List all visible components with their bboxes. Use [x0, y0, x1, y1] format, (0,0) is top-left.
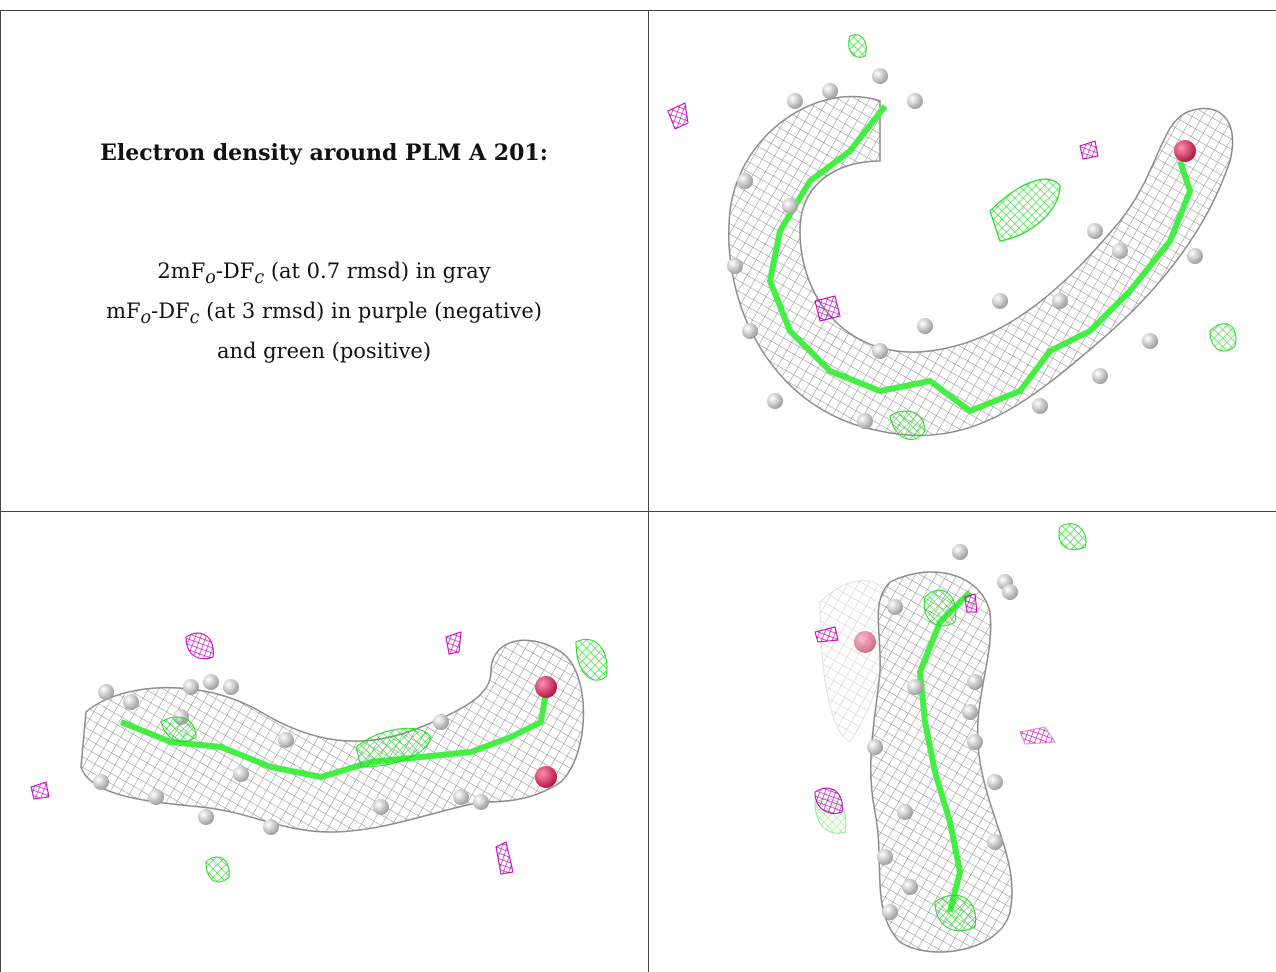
view-bottom-left: [1, 512, 648, 972]
difference-mesh-green: [160, 639, 608, 883]
caption-title: Electron density around PLM A 201:: [100, 140, 548, 166]
oxygen-atom: [854, 631, 876, 653]
oxygen-atom: [1174, 140, 1196, 162]
density-mesh-gray-faint: [819, 580, 891, 743]
view-top-right: [650, 11, 1276, 511]
ligand-skeleton: [767, 104, 1193, 414]
view-bottom-right: [650, 512, 1276, 972]
caption-cell: Electron density around PLM A 201: 2mFo-…: [0, 10, 648, 520]
rule-top: [0, 10, 1276, 11]
legend-line-positive: and green (positive): [216, 339, 432, 364]
difference-mesh-purple: [30, 631, 514, 875]
molecule-view-bottom-right: [814, 523, 1087, 953]
rule-middle: [0, 511, 1276, 512]
oxygen-atom: [535, 676, 557, 698]
molecule-view-top-right: [667, 34, 1237, 440]
density-mesh-gray: [869, 571, 1013, 953]
rule-center: [648, 10, 649, 972]
difference-mesh-purple: [667, 102, 1099, 322]
difference-mesh-green: [848, 34, 1237, 440]
density-mesh-gray: [728, 95, 1234, 437]
difference-mesh-purple: [814, 593, 1056, 815]
rule-left: [0, 10, 1, 972]
density-mesh-gray: [80, 639, 585, 833]
hydrogen-atoms: [867, 544, 1018, 920]
oxygen-atom: [535, 766, 557, 788]
legend-line-difference: mFo-DFc (at 3 rmsd) in purple (negative): [106, 299, 542, 329]
legend-line-gray: 2mFo-DFc (at 0.7 rmsd) in gray: [157, 259, 491, 289]
hydrogen-atoms: [727, 68, 1203, 429]
ligand-skeleton: [917, 589, 973, 913]
hydrogen-atoms: [93, 674, 489, 835]
caption-legend: 2mFo-DFc (at 0.7 rmsd) in gray mFo-DFc (…: [0, 255, 648, 368]
molecule-view-bottom-left: [30, 631, 608, 883]
